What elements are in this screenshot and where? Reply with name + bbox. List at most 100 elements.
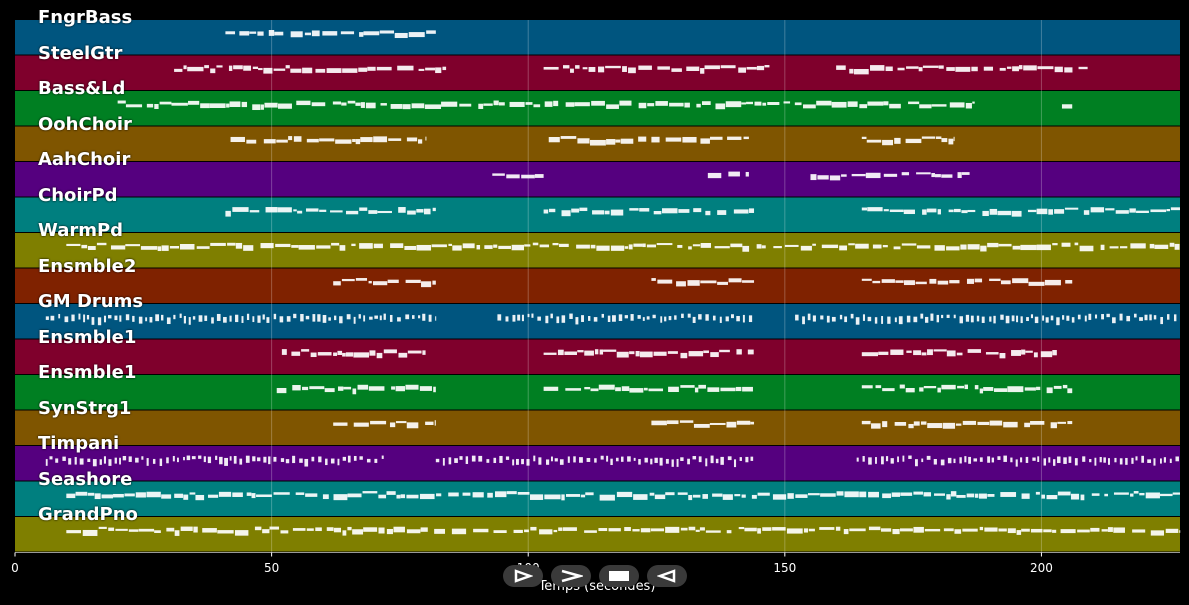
note — [1150, 209, 1167, 213]
note — [861, 352, 879, 357]
rewind-button[interactable] — [647, 565, 687, 587]
note — [621, 386, 630, 392]
note — [831, 101, 847, 108]
note — [161, 245, 169, 251]
note — [712, 315, 716, 321]
note — [742, 314, 745, 323]
note — [406, 529, 421, 534]
note — [417, 139, 423, 144]
note — [521, 174, 535, 179]
note — [882, 245, 888, 248]
note — [180, 526, 193, 531]
note — [686, 66, 700, 72]
note — [1057, 456, 1061, 464]
note — [1034, 316, 1039, 324]
note — [982, 210, 989, 217]
note — [333, 352, 338, 356]
note — [509, 101, 525, 107]
note — [1077, 529, 1090, 533]
note — [416, 209, 424, 213]
note — [756, 244, 762, 249]
note — [511, 244, 525, 251]
note — [362, 491, 378, 494]
note — [1084, 315, 1087, 322]
note — [946, 314, 950, 318]
note — [978, 493, 987, 499]
note — [726, 421, 737, 428]
note — [688, 526, 696, 531]
stop-button[interactable] — [599, 565, 639, 587]
note — [558, 243, 569, 247]
note — [836, 65, 846, 70]
note — [635, 350, 640, 357]
note — [342, 530, 347, 536]
note — [957, 172, 962, 179]
note — [363, 31, 380, 36]
note — [293, 313, 297, 319]
note — [861, 136, 867, 140]
note — [125, 244, 141, 247]
note — [159, 101, 172, 105]
note — [802, 316, 805, 325]
note — [705, 210, 711, 216]
track-lane — [15, 162, 1180, 197]
note — [1003, 421, 1018, 428]
note — [1011, 315, 1015, 322]
note — [624, 315, 628, 319]
note — [263, 67, 273, 74]
note — [682, 136, 697, 143]
note — [1012, 245, 1021, 250]
note — [513, 529, 523, 534]
note — [1175, 456, 1179, 462]
note — [715, 458, 719, 464]
note — [926, 455, 931, 460]
note — [709, 422, 726, 425]
note — [202, 528, 217, 533]
note — [1145, 492, 1160, 499]
note — [895, 280, 904, 283]
note — [710, 455, 714, 464]
note — [974, 493, 979, 498]
play-button[interactable] — [503, 565, 543, 587]
note — [946, 246, 960, 251]
note — [698, 384, 706, 389]
note — [582, 67, 588, 70]
note — [398, 207, 406, 213]
note — [217, 530, 234, 534]
note — [615, 387, 621, 392]
fast-forward-button[interactable] — [551, 565, 591, 587]
note — [388, 138, 402, 141]
note — [533, 104, 541, 108]
note — [648, 388, 664, 392]
note — [226, 103, 230, 108]
note — [807, 313, 811, 321]
note — [376, 352, 383, 359]
tick-label: 200 — [1029, 561, 1053, 575]
note — [141, 456, 144, 460]
note — [300, 313, 304, 322]
play-icon — [514, 569, 533, 583]
note — [950, 491, 957, 497]
note — [288, 136, 293, 141]
note — [654, 457, 658, 463]
note — [363, 315, 366, 322]
note — [1061, 104, 1073, 109]
note — [671, 68, 682, 72]
note — [309, 386, 325, 390]
note — [651, 278, 656, 281]
note — [965, 102, 972, 109]
note — [539, 529, 553, 535]
note — [1050, 315, 1054, 321]
note — [569, 313, 573, 319]
note — [530, 526, 537, 531]
note — [448, 492, 459, 497]
note — [931, 172, 935, 178]
note — [548, 136, 560, 143]
note — [355, 278, 368, 281]
note — [108, 459, 112, 466]
note — [358, 314, 361, 319]
note — [285, 459, 290, 464]
note — [900, 528, 913, 532]
note — [412, 315, 415, 319]
note — [687, 458, 690, 465]
